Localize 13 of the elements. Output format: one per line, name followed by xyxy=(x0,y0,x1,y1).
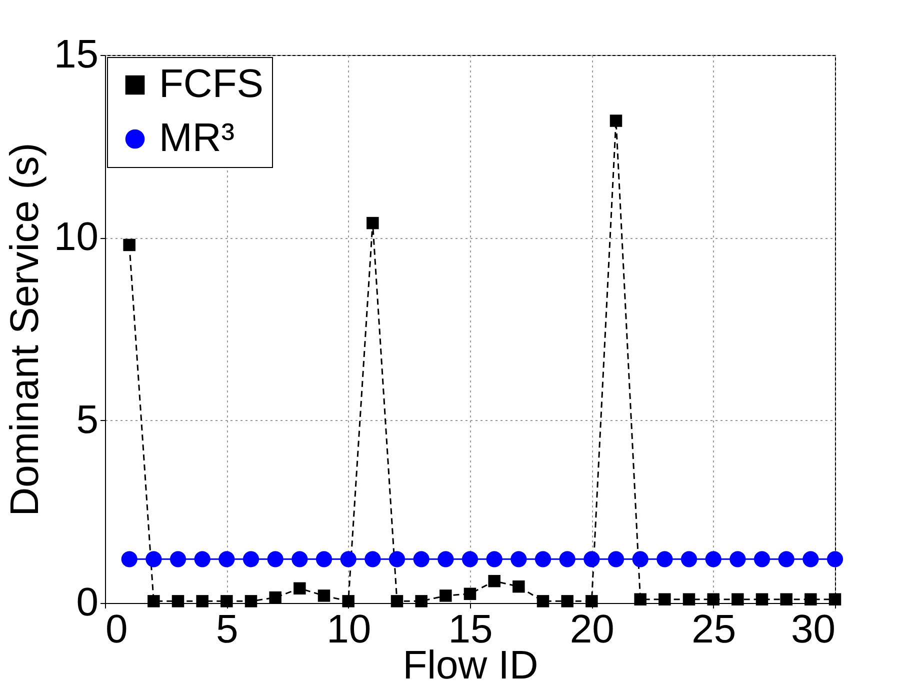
x-tick-label: 0 xyxy=(106,608,128,652)
y-tick-label: 15 xyxy=(54,32,98,76)
x-tick-label: 5 xyxy=(216,608,238,652)
legend-label: FCFS xyxy=(159,62,264,106)
y-axis-title: Dominant Service (s) xyxy=(3,142,48,516)
x-tick-label: 30 xyxy=(791,608,836,652)
y-tick-label: 0 xyxy=(76,580,98,624)
y-tick-label: 5 xyxy=(76,398,98,442)
x-tick-label: 25 xyxy=(692,608,736,652)
y-tick-label: 10 xyxy=(54,215,98,260)
x-tick-label: 10 xyxy=(326,608,372,652)
legend-label: MR³ xyxy=(159,116,235,160)
x-tick-label: 20 xyxy=(570,608,614,652)
